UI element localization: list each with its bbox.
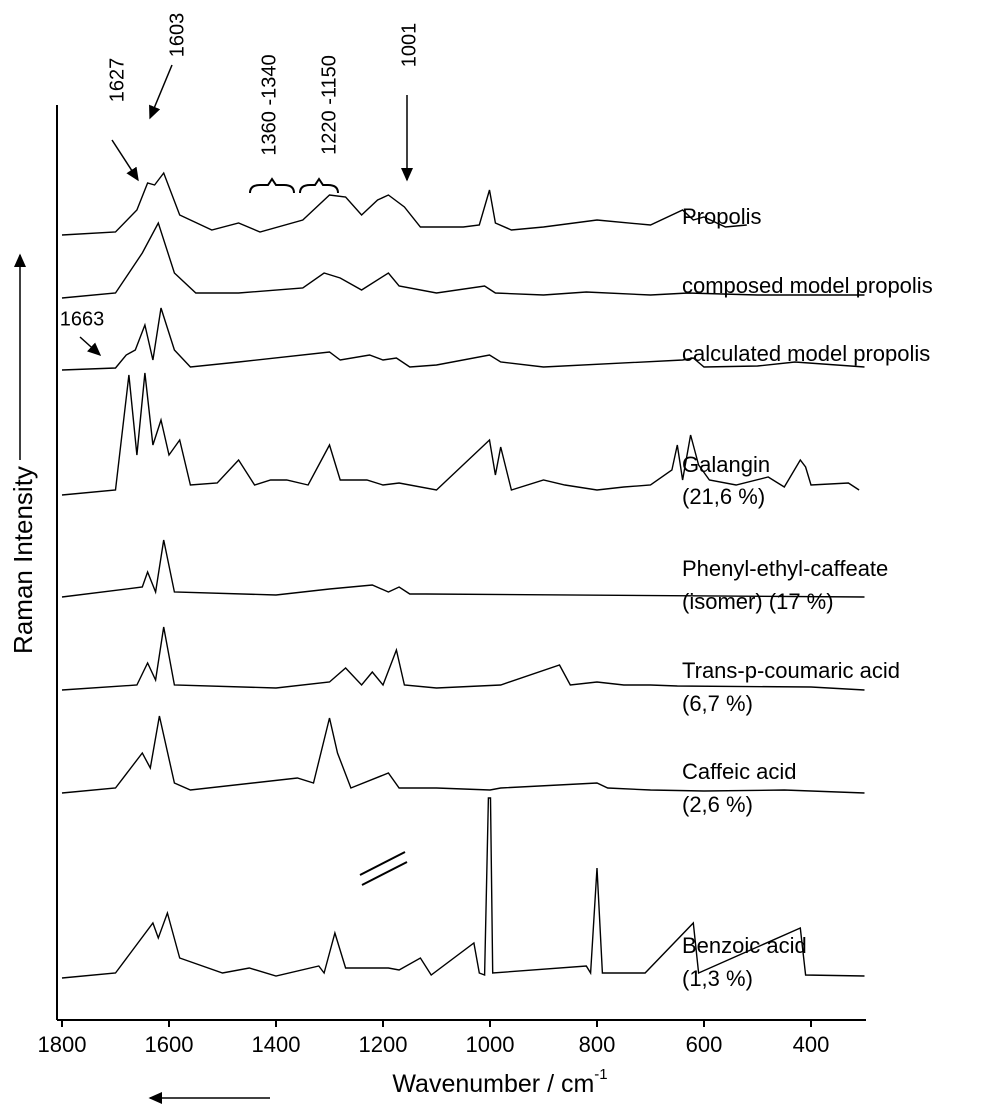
series-label: Caffeic acid: [682, 759, 797, 784]
annotation: 1603: [166, 13, 188, 58]
series-label: composed model propolis: [682, 273, 933, 298]
annotation: 1001: [398, 23, 420, 68]
series-share: (2,6 %): [682, 792, 753, 817]
x-tick-label: 600: [686, 1032, 723, 1057]
annotation: 1627: [106, 58, 128, 103]
arrow: [149, 64, 173, 120]
x-tick-label: 1600: [145, 1032, 194, 1057]
series-label: calculated model propolis: [682, 341, 930, 366]
x-tick-label: 1800: [38, 1032, 87, 1057]
brace: [249, 177, 295, 194]
x-tick-label: 1000: [466, 1032, 515, 1057]
series-label: Phenyl-ethyl-caffeate: [682, 556, 888, 581]
arrow: [111, 139, 139, 182]
x-tick-label: 800: [579, 1032, 616, 1057]
x-label-sup: -1: [594, 1066, 607, 1083]
series-share: (6,7 %): [682, 691, 753, 716]
series-label: Propolis: [682, 204, 761, 229]
arrow: [79, 336, 102, 357]
x-tick-label: 400: [793, 1032, 830, 1057]
y-axis-label: Raman Intensity: [8, 466, 38, 654]
x-label-text: Wavenumber / cm: [392, 1070, 594, 1098]
x-tick-label: 1200: [359, 1032, 408, 1057]
x-tick-label: 1400: [252, 1032, 301, 1057]
spectrum: [61, 715, 865, 794]
spectrum: [61, 797, 865, 979]
brace: [299, 177, 339, 194]
annotation: 1663: [60, 308, 105, 330]
axis-break: [359, 851, 408, 886]
spectrum: [61, 539, 865, 598]
annotation: 1220 -1150: [318, 55, 340, 155]
x-axis-label: Wavenumber / cm-1: [392, 1066, 607, 1098]
spectrum: [61, 221, 865, 299]
series-share: (1,3 %): [682, 966, 753, 991]
series-share: (isomer) (17 %): [682, 589, 834, 614]
series-share: (21,6 %): [682, 484, 765, 509]
annotation: 1360 -1340: [258, 54, 280, 155]
spectrum: [61, 626, 865, 691]
spectrum: [61, 171, 747, 236]
series-label: Benzoic acid: [682, 933, 807, 958]
spectrum: [61, 372, 860, 496]
series-label: Trans-p-coumaric acid: [682, 658, 900, 683]
series-label: Galangin: [682, 452, 770, 477]
spectrum: [61, 307, 865, 371]
